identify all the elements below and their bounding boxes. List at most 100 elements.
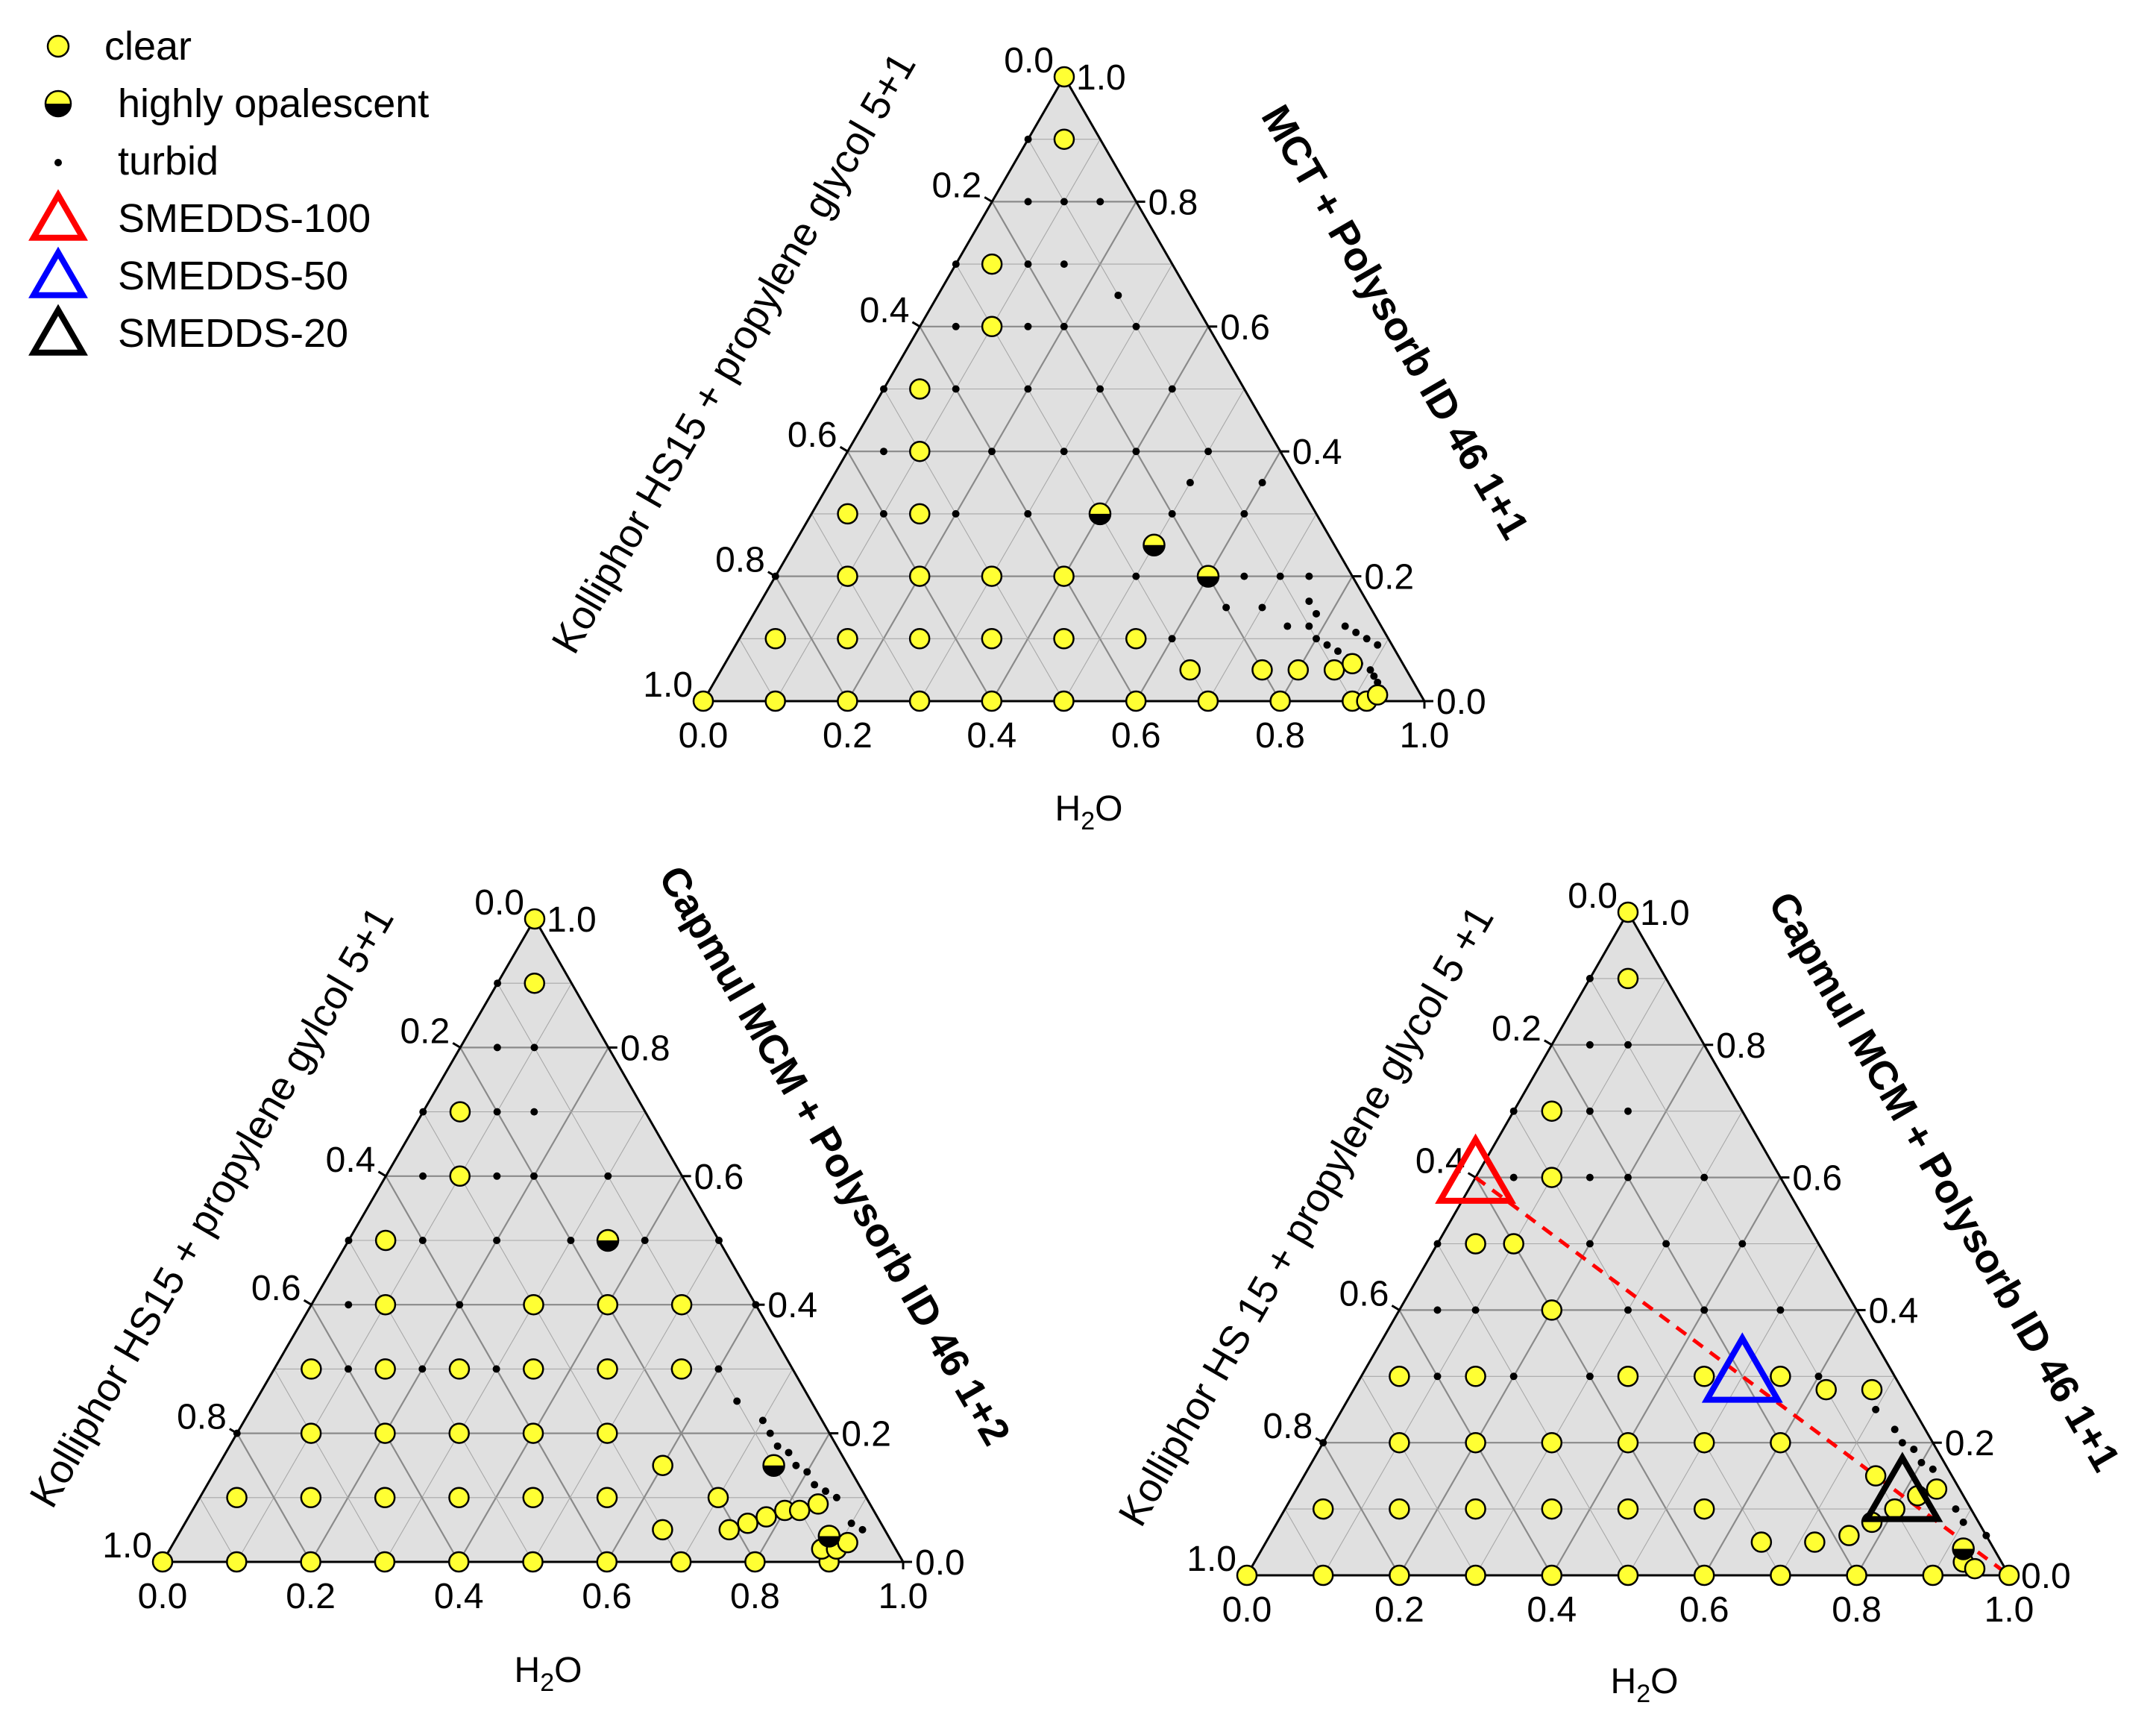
clear-point — [1770, 1564, 1791, 1587]
clear-point — [1179, 659, 1201, 681]
left-tick-label: 0.0 — [474, 883, 524, 923]
legend-label-s50: SMEDDS-50 — [118, 254, 348, 298]
clear-point — [1861, 1378, 1883, 1401]
clear-point — [981, 316, 1003, 338]
turbid-point — [1319, 1439, 1327, 1447]
turbid-point — [1624, 1041, 1632, 1049]
clear-point — [374, 1293, 397, 1316]
turbid-point — [1471, 1306, 1480, 1314]
clear-point — [374, 1358, 396, 1380]
legend-item-turbid: turbid — [54, 139, 219, 183]
turbid-point — [715, 1237, 723, 1244]
turbid-point — [1366, 666, 1374, 674]
turbid-point — [1585, 1372, 1594, 1381]
left-tick-label: 0.8 — [177, 1398, 227, 1437]
clear-point — [1541, 1498, 1563, 1520]
bottom-tick-label: 1.0 — [1984, 1590, 2034, 1630]
clear-point — [523, 1358, 544, 1380]
bottom-axis-title: H2O — [1611, 1662, 1679, 1708]
clear-point — [448, 1487, 470, 1509]
turbid-point — [1060, 260, 1068, 269]
legend-label-opal: highly opalescent — [118, 81, 429, 126]
right-tick-label: 0.0 — [1436, 682, 1486, 722]
clear-point — [1964, 1557, 1986, 1580]
turbid-point — [493, 1237, 501, 1244]
clear-point — [596, 1487, 618, 1509]
clear-point — [1770, 1431, 1791, 1454]
clear-point — [1503, 1233, 1524, 1255]
opalescent-point — [1952, 1537, 1975, 1560]
legend-marker-s20 — [28, 304, 88, 356]
turbid-point — [419, 1172, 427, 1180]
turbid-point — [1305, 572, 1313, 580]
turbid-point — [988, 448, 996, 456]
turbid-point — [1334, 647, 1342, 656]
turbid-point — [1060, 322, 1068, 330]
turbid-point — [822, 1487, 830, 1496]
turbid-point — [1186, 479, 1194, 487]
turbid-point — [1585, 974, 1594, 982]
left-tick-label: 0.4 — [860, 291, 910, 330]
turbid-point — [714, 1365, 723, 1373]
right-tick-label: 0.6 — [1792, 1159, 1842, 1199]
clear-point — [374, 1422, 396, 1444]
ternary-plot-mct: 0.0 0.2 0.4 0.6 0.8 1.00.00.20.40.60.81.0 0.00… — [543, 41, 1537, 835]
ternary-plot-capmul-1-2: 0.0 0.2 0.4 0.6 0.8 1.00.00.20.40.60.81.0 0.00… — [21, 859, 1019, 1697]
turbid-point — [1024, 385, 1032, 393]
turbid-point — [773, 1442, 782, 1450]
turbid-point — [567, 1237, 575, 1244]
turbid-point — [1168, 509, 1176, 518]
turbid-point — [1370, 672, 1378, 680]
turbid-point — [766, 1429, 774, 1437]
turbid-point — [952, 509, 960, 518]
clear-point — [1750, 1531, 1773, 1553]
ternary-plot-capmul-1-1: 0.0 0.2 0.4 0.6 0.8 1.00.00.20.40.60.81.0 0.00… — [1110, 876, 2128, 1708]
bottom-tick-label: 0.4 — [434, 1577, 484, 1616]
turbid-point — [1624, 1306, 1632, 1314]
bottom-tick-label: 1.0 — [1400, 716, 1450, 756]
clear-point — [1389, 1498, 1410, 1520]
turbid-point — [1132, 572, 1140, 580]
clear-point — [1312, 1498, 1334, 1520]
legend-label-s100: SMEDDS-100 — [118, 196, 371, 241]
turbid-point — [456, 1301, 464, 1309]
turbid-point — [1060, 448, 1068, 456]
clear-point — [448, 1422, 470, 1444]
clear-point — [1125, 628, 1147, 650]
left-tick-label: 0.6 — [788, 415, 837, 455]
turbid-point — [1585, 1240, 1594, 1248]
turbid-point — [530, 1108, 538, 1116]
legend-label-s20: SMEDDS-20 — [118, 311, 348, 356]
tick-labels: 0.0 0.2 0.4 0.6 0.8 1.00.00.20.40.60.81.0 0.00… — [102, 883, 964, 1616]
clear-point — [1053, 628, 1075, 650]
clear-point — [837, 628, 858, 650]
clear-point — [1884, 1498, 1905, 1520]
turbid-point — [1024, 509, 1032, 518]
turbid-point — [641, 1237, 649, 1244]
clear-point — [596, 1551, 618, 1573]
legend-item-s20: SMEDDS-20 — [28, 304, 348, 356]
legend-label-clear: clear — [104, 24, 192, 69]
clear-point — [1541, 1564, 1563, 1587]
legend-item-clear: clear — [46, 24, 192, 69]
clear-point — [1617, 1564, 1639, 1587]
turbid-point — [345, 1301, 353, 1309]
clear-point — [764, 690, 786, 712]
turbid-point — [879, 509, 887, 518]
clear-point — [449, 1165, 471, 1187]
clear-point — [447, 1551, 470, 1573]
turbid-point — [832, 1493, 840, 1501]
right-tick-label: 0.4 — [1869, 1291, 1919, 1331]
clear-point — [1804, 1531, 1826, 1553]
clear-point — [1922, 1564, 1944, 1587]
turbid-point — [803, 1468, 811, 1476]
clear-point — [1693, 1431, 1715, 1454]
clear-point — [670, 1293, 693, 1316]
bottom-tick-label: 0.0 — [138, 1577, 188, 1616]
turbid-point — [1509, 1107, 1518, 1115]
bottom-tick-label: 0.8 — [1255, 716, 1305, 756]
clear-point — [837, 690, 858, 712]
turbid-point — [1700, 1173, 1709, 1181]
legend-marker-opalescent — [44, 90, 72, 118]
